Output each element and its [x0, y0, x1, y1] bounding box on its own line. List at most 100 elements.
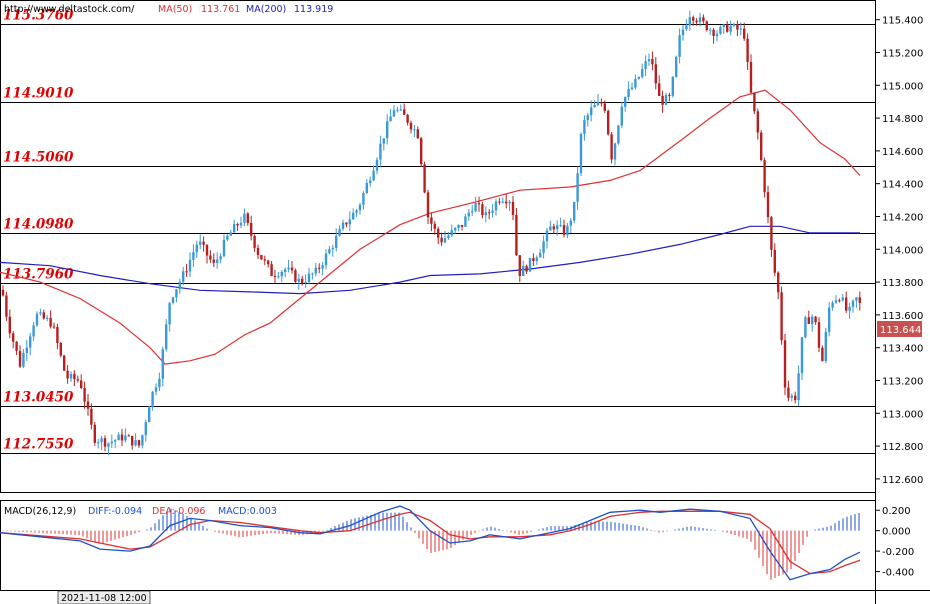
candle-up: [386, 121, 389, 139]
candle-up: [304, 281, 307, 283]
candle-down: [610, 134, 613, 160]
candle-up: [314, 267, 317, 274]
candle-up: [678, 35, 681, 57]
ma200-value: 113.919: [294, 4, 333, 15]
level-label: 114.5060: [3, 150, 74, 166]
candle-up: [243, 213, 246, 223]
candle-up: [321, 265, 324, 269]
candle-up: [729, 25, 732, 32]
candle-down: [273, 275, 277, 277]
candle-down: [5, 295, 8, 317]
candle-up: [549, 226, 552, 231]
candle-down: [498, 201, 501, 203]
price-tick-label: 114.000: [882, 245, 923, 256]
candle-up: [32, 325, 35, 337]
candle-down: [83, 387, 86, 402]
candle-up: [362, 193, 365, 205]
candle-down: [423, 164, 426, 193]
candle-up: [307, 273, 311, 282]
candle-up: [392, 110, 396, 117]
candle-up: [624, 97, 627, 107]
macd-tick-label: -0.400: [882, 568, 914, 579]
price-tick-label: 113.400: [882, 344, 923, 355]
candle-up: [685, 25, 688, 30]
candle-down: [403, 109, 406, 115]
candle-up: [644, 61, 647, 70]
main-panel-frame: [0, 0, 876, 493]
candle-down: [658, 83, 661, 96]
candle-up: [352, 212, 355, 220]
candle-up: [590, 107, 593, 116]
candle-down: [477, 203, 481, 205]
macd-dea-text: DEA:-0.096: [152, 506, 205, 517]
candle-up: [834, 300, 838, 303]
candle-up: [195, 244, 198, 253]
candle-up: [280, 271, 283, 277]
current-price-value: 113.644: [880, 325, 921, 336]
candle-down: [8, 316, 11, 334]
candle-up: [800, 337, 804, 374]
candle-up: [188, 259, 192, 272]
candle-down: [103, 438, 107, 447]
candle-down: [845, 297, 848, 311]
candle-down: [746, 38, 749, 63]
candle-down: [90, 408, 93, 425]
candle-down: [654, 64, 657, 84]
candle-down: [505, 201, 508, 204]
candle-down: [12, 333, 15, 342]
candlesticks: [1, 10, 861, 455]
candle-up: [535, 257, 538, 261]
candle-up: [545, 230, 549, 242]
source-url[interactable]: http://www.deltastock.com/: [4, 4, 135, 15]
candle-up: [556, 225, 559, 230]
candle-up: [100, 438, 103, 443]
candle-down: [763, 160, 766, 193]
candle-up: [171, 297, 175, 303]
candle-up: [158, 378, 161, 388]
price-tick-label: 113.600: [882, 311, 923, 322]
candle-down: [93, 424, 96, 443]
candle-down: [185, 271, 188, 273]
candle-down: [760, 132, 763, 161]
candle-down: [409, 122, 413, 130]
price-tick-label: 115.000: [882, 81, 923, 92]
candle-down: [290, 267, 294, 271]
candle-up: [722, 24, 725, 28]
candle-down: [743, 28, 746, 39]
candle-up: [484, 212, 487, 216]
candle-up: [675, 56, 678, 77]
candle-down: [770, 217, 773, 250]
candle-up: [348, 219, 351, 225]
candle-up: [664, 94, 668, 105]
candle-down: [532, 258, 535, 261]
ma200-line: [0, 225, 860, 295]
candle-up: [239, 222, 243, 226]
candle-up: [358, 204, 362, 211]
candle-up: [151, 391, 154, 408]
candle-up: [192, 252, 195, 260]
candle-down: [705, 21, 708, 31]
candle-up: [124, 435, 127, 441]
candle-down: [525, 265, 528, 272]
candle-down: [488, 212, 491, 214]
candle-down: [253, 235, 256, 248]
candle-up: [464, 216, 467, 227]
candle-up: [222, 239, 226, 257]
price-axis: 115.400 115.200 115.000 114.800 114.600 114.4…: [875, 16, 923, 486]
candle-up: [824, 331, 827, 362]
candle-up: [110, 441, 113, 444]
candle-down: [270, 264, 273, 276]
candle-up: [277, 276, 280, 278]
current-price-badge: [877, 321, 922, 337]
candle-up: [168, 302, 171, 325]
candle-up: [396, 109, 399, 111]
candle-down: [736, 23, 739, 30]
candle-up: [165, 324, 168, 350]
candle-down: [753, 92, 756, 112]
moving-averages: [0, 89, 861, 365]
candle-up: [569, 220, 572, 226]
macd-dea-line: [0, 510, 861, 575]
candle-up: [141, 435, 144, 446]
candle-up: [596, 102, 600, 105]
